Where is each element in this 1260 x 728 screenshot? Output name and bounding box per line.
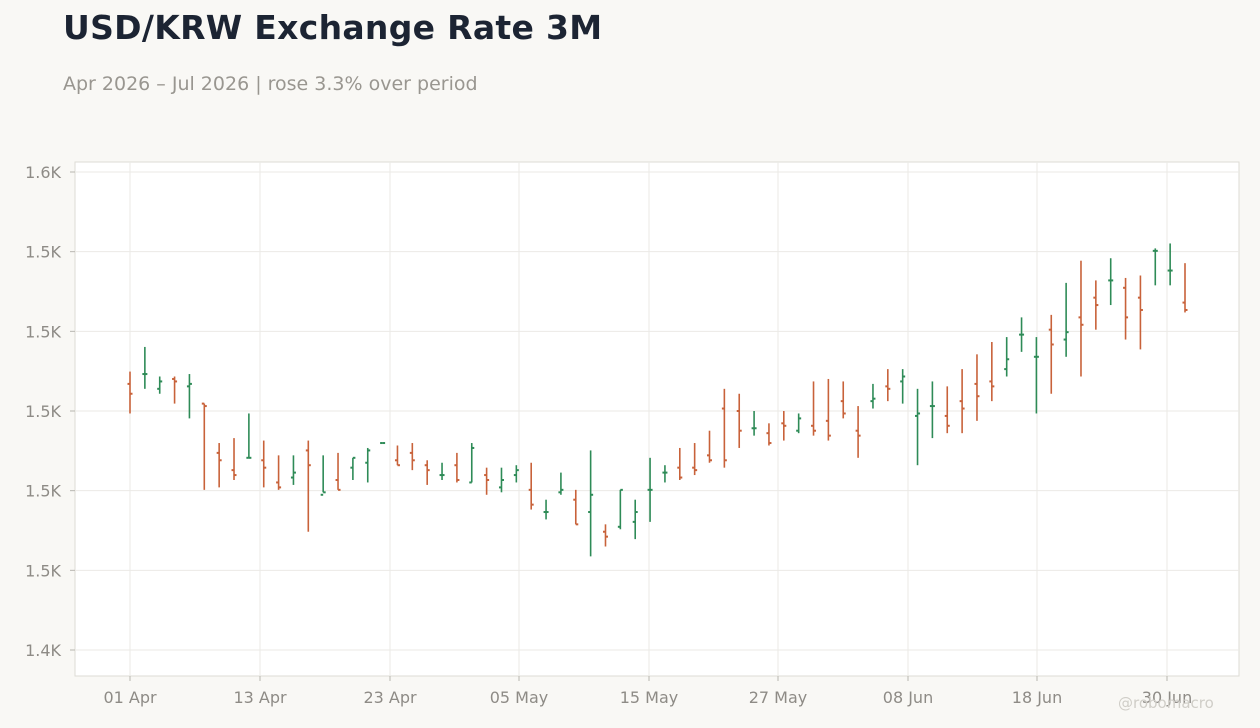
ohlc-bar xyxy=(484,467,490,495)
y-tick-label: 1.5K xyxy=(25,482,61,501)
ohlc-bar xyxy=(558,472,564,495)
ohlc-bar xyxy=(692,443,698,476)
x-tick-label: 08 Jun xyxy=(883,688,933,707)
ohlc-bar xyxy=(781,411,787,441)
ohlc-bar xyxy=(513,465,519,483)
y-tick-label: 1.6K xyxy=(25,163,61,182)
ohlc-bar xyxy=(707,430,713,463)
ohlc-bar xyxy=(276,455,282,490)
ohlc-bar xyxy=(1019,317,1025,352)
ohlc-bar xyxy=(498,467,504,493)
ohlc-bar xyxy=(350,456,356,480)
ohlc-bar xyxy=(900,369,906,404)
ohlc-bar xyxy=(305,440,311,532)
x-tick-label: 30 Jun xyxy=(1142,688,1192,707)
ohlc-bar xyxy=(409,443,415,471)
x-tick-label: 23 Apr xyxy=(363,688,417,707)
ohlc-bar xyxy=(1078,260,1084,377)
ohlc-bar xyxy=(528,462,534,510)
y-tick-label: 1.5K xyxy=(25,243,61,262)
ohlc-bar xyxy=(231,438,237,480)
ohlc-bar xyxy=(394,445,400,467)
ohlc-bar xyxy=(157,376,163,394)
x-tick-label: 15 May xyxy=(620,688,679,707)
ohlc-bar xyxy=(632,499,638,540)
ohlc-bar xyxy=(944,386,950,434)
ohlc-bar xyxy=(751,411,757,436)
ohlc-bar xyxy=(1182,263,1188,313)
ohlc-bar xyxy=(1063,282,1069,357)
plot-area xyxy=(74,161,1240,677)
ohlc-bar xyxy=(588,450,594,557)
x-axis: 01 Apr 13 Apr 23 Apr 05 May 15 May 27 May 08 J… xyxy=(103,676,1192,707)
y-axis: 1.6K 1.5K 1.5K 1.5K 1.5K 1.5K 1.4K xyxy=(25,163,75,660)
x-tick-label: 05 May xyxy=(490,688,549,707)
y-tick-label: 1.4K xyxy=(25,641,61,660)
ohlc-bar xyxy=(989,342,995,402)
ohlc-bar xyxy=(365,447,371,483)
ohlc-bar xyxy=(1152,248,1158,286)
ohlc-bar xyxy=(662,465,668,483)
x-tick-label: 27 May xyxy=(749,688,808,707)
grid xyxy=(75,162,1239,676)
ohlc-bar xyxy=(186,374,192,419)
ohlc-bar xyxy=(290,455,296,485)
ohlc-bar xyxy=(573,489,579,526)
y-tick-label: 1.5K xyxy=(25,561,61,580)
ohlc-bar xyxy=(885,369,891,402)
ohlc-bar xyxy=(1004,337,1010,377)
ohlc-bar xyxy=(246,413,252,459)
ohlc-bar xyxy=(811,381,817,436)
ohlc-bar xyxy=(974,354,980,421)
ohlc-bar xyxy=(736,393,742,448)
x-tick-label: 18 Jun xyxy=(1012,688,1062,707)
ohlc-bar xyxy=(261,440,267,488)
ohlc-bar xyxy=(721,388,727,468)
ohlc-bar xyxy=(915,388,921,466)
ohlc-bar xyxy=(766,423,772,446)
chart-subtitle: Apr 2026 – Jul 2026 | rose 3.3% over per… xyxy=(63,73,478,95)
ohlc-bar xyxy=(1093,280,1099,330)
ohlc-bar xyxy=(825,378,831,441)
ohlc-bar xyxy=(439,462,445,480)
ohlc-bar xyxy=(543,499,549,520)
ohlc-bar xyxy=(1167,243,1173,286)
ohlc-bars xyxy=(127,243,1188,557)
ohlc-bar xyxy=(1033,337,1039,414)
y-tick-label: 1.5K xyxy=(25,402,61,421)
ohlc-bar xyxy=(855,406,861,458)
ohlc-bar xyxy=(870,383,876,409)
ohlc-bar xyxy=(127,371,133,414)
ohlc-bar xyxy=(1123,277,1129,340)
ohlc-bar xyxy=(959,369,965,434)
ohlc-bar xyxy=(201,402,207,490)
ohlc-bar xyxy=(647,457,653,522)
ohlc-bar xyxy=(469,443,475,484)
ohlc-bar xyxy=(796,413,802,434)
ohlc-bar xyxy=(216,443,222,488)
x-tick-label: 01 Apr xyxy=(103,688,157,707)
ohlc-bar xyxy=(929,381,935,439)
ohlc-bar xyxy=(320,455,326,496)
ohlc-bar xyxy=(172,376,178,404)
ohlc-bar xyxy=(1048,314,1054,394)
ohlc-bar xyxy=(335,452,341,491)
watermark: @robomacro xyxy=(1118,694,1214,712)
ohlc-bar xyxy=(840,381,846,419)
y-tick-label: 1.5K xyxy=(25,322,61,341)
ohlc-bar xyxy=(142,346,148,389)
ohlc-bar xyxy=(1137,275,1143,350)
ohlc-bar xyxy=(454,452,460,483)
ohlc-bar xyxy=(602,524,608,547)
chart-title: USD/KRW Exchange Rate 3M xyxy=(63,8,603,47)
x-tick-label: 13 Apr xyxy=(233,688,287,707)
ohlc-bar xyxy=(677,447,683,480)
ohlc-bar xyxy=(1108,258,1114,306)
ohlc-bar xyxy=(617,488,623,530)
ohlc-bar xyxy=(424,460,430,485)
